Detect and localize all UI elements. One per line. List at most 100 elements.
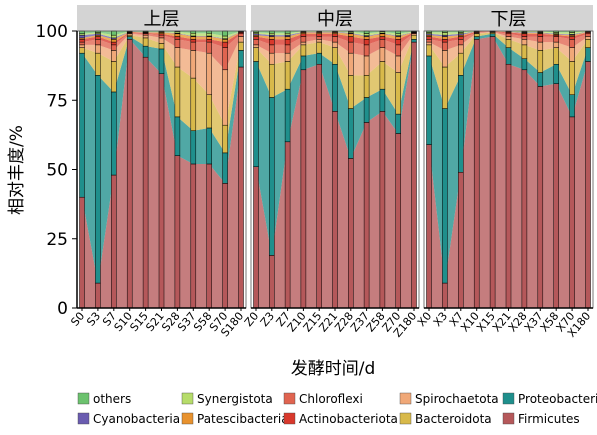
bar-segment: [191, 37, 196, 40]
bar-segment: [254, 37, 259, 40]
bar-segment: [458, 75, 463, 172]
bar-segment: [95, 37, 100, 40]
legend-label: others: [93, 392, 131, 406]
legend-swatch: [182, 393, 193, 404]
bar-segment: [458, 45, 463, 53]
bar-segment: [191, 78, 196, 131]
bar-segment: [333, 111, 338, 308]
bar-segment: [348, 37, 353, 43]
legend-label: Proteobacteria: [518, 392, 597, 406]
bar-segment: [506, 34, 511, 37]
bar-segment: [570, 39, 575, 47]
bar-segment: [364, 122, 369, 308]
bar-segment: [143, 38, 148, 46]
bar-segment: [127, 37, 132, 40]
bar-segment: [301, 37, 306, 43]
bar-segment: [364, 39, 369, 45]
bar-segment: [159, 49, 164, 74]
bar-segment: [412, 42, 417, 308]
bar-segment: [317, 37, 322, 40]
bar-segment: [458, 39, 463, 45]
bar-segment: [254, 167, 259, 308]
bar-segment: [223, 153, 228, 183]
bar-segment: [111, 45, 116, 51]
bar-segment: [538, 34, 543, 37]
bar-segment: [364, 75, 369, 97]
bar-segment: [175, 39, 180, 47]
bar-segment: [348, 53, 353, 75]
legend-item-patescibacteria: Patescibacteria: [182, 412, 289, 426]
bar-segment: [348, 109, 353, 159]
bar-segment: [301, 42, 306, 45]
bar-segment: [269, 53, 274, 64]
bar-segment: [223, 31, 228, 36]
bar-segment: [364, 37, 369, 40]
legend-item-proteobacteria: Proteobacteria: [503, 392, 597, 406]
bar-segment: [223, 39, 228, 42]
legend-swatch: [400, 413, 411, 424]
bar-segment: [570, 95, 575, 117]
legend-swatch: [182, 413, 193, 424]
bar-segment: [269, 39, 274, 45]
bar-segment: [348, 34, 353, 37]
bar-segment: [80, 45, 85, 48]
legend-swatch: [284, 413, 295, 424]
bar-segment: [223, 36, 228, 39]
bar-segment: [80, 53, 85, 197]
bar-segment: [111, 61, 116, 91]
bar-segment: [191, 42, 196, 50]
bar-segment: [111, 39, 116, 42]
bar-segment: [175, 48, 180, 67]
bar-segment: [80, 48, 85, 54]
y-tick-label: 0: [57, 299, 68, 319]
bar-segment: [380, 37, 385, 40]
legend-swatch: [78, 413, 89, 424]
bar-segment: [412, 35, 417, 39]
bar-segment: [95, 45, 100, 53]
legend-swatch: [284, 393, 295, 404]
bar-segment: [285, 45, 290, 53]
bar-segment: [586, 61, 591, 308]
bar-segment: [269, 33, 274, 35]
bar-segment: [570, 37, 575, 40]
bar-segment: [239, 67, 244, 308]
bar-segment: [396, 34, 401, 36]
bar-segment: [159, 38, 164, 44]
bar-segment: [333, 64, 338, 111]
y-tick-label: 100: [36, 22, 68, 42]
legend-label: Actinobacteriota: [299, 412, 398, 426]
bar-segment: [380, 111, 385, 308]
bar-segment: [364, 97, 369, 122]
bar-segment: [396, 31, 401, 34]
bar-segment: [95, 53, 100, 75]
legend-swatch: [503, 393, 514, 404]
bar-segment: [586, 34, 591, 37]
bar-segment: [269, 45, 274, 53]
legend-item-cyanobacteria: Cyanobacteria: [78, 412, 180, 426]
bar-segment: [301, 70, 306, 308]
bar-segment: [285, 37, 290, 40]
bar-segment: [223, 48, 228, 70]
bar-segment: [269, 255, 274, 308]
bar-segment: [80, 31, 85, 34]
bar-segment: [239, 34, 244, 37]
bar-segment: [522, 39, 527, 45]
bar-segment: [380, 61, 385, 89]
bar-segment: [207, 95, 212, 128]
bar-segment: [191, 39, 196, 42]
legend-label: Bacteroidota: [415, 412, 492, 426]
bar-segment: [191, 131, 196, 164]
bar-segment: [506, 64, 511, 308]
bar-segment: [317, 42, 322, 53]
bar-segment: [95, 39, 100, 45]
bar-segment: [364, 45, 369, 56]
bar-segment: [570, 117, 575, 308]
bar-segment: [474, 39, 479, 308]
bar-segment: [554, 48, 559, 65]
bar-segment: [538, 42, 543, 50]
panel-title: 上层: [144, 9, 180, 30]
bar-segment: [427, 56, 432, 145]
